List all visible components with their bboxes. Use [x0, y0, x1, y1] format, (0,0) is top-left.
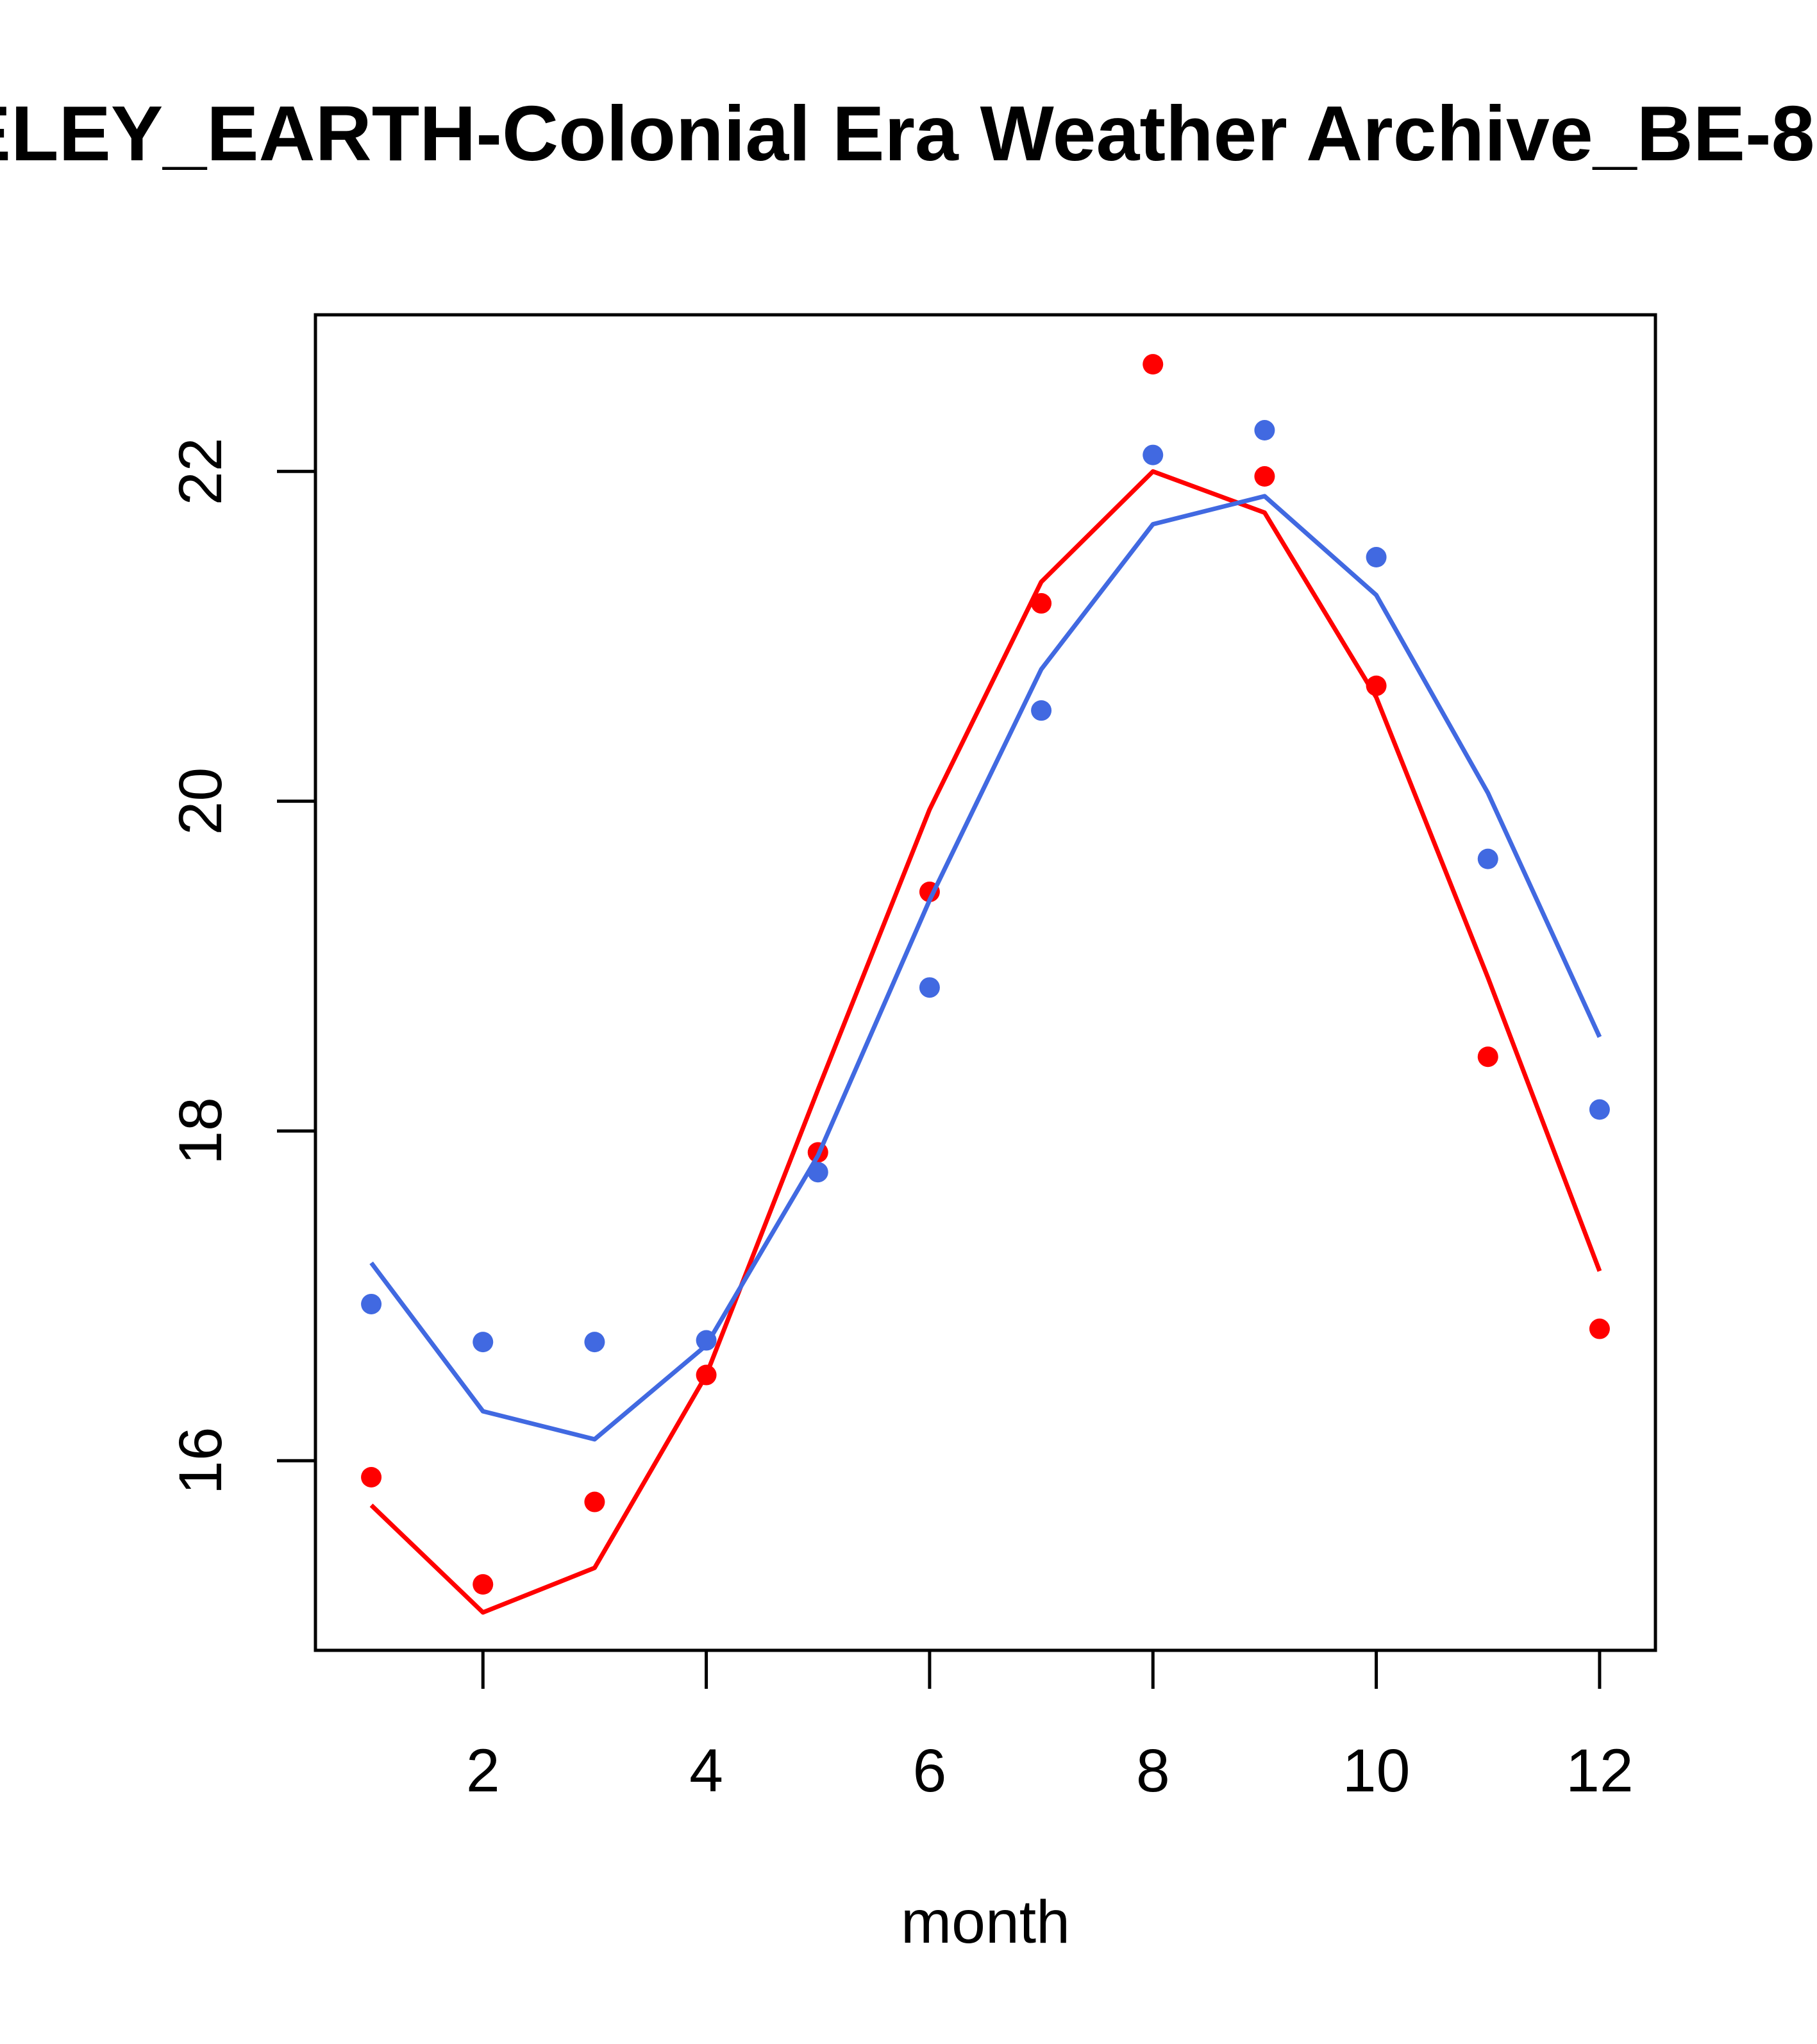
series-2-point	[1477, 848, 1498, 869]
series-2-line	[369, 494, 1602, 1442]
series-2-point	[473, 1332, 494, 1353]
y-tick-label: 22	[167, 437, 235, 505]
x-tick-label: 12	[1566, 1737, 1634, 1805]
chart-title: ELEY_EARTH-Colonial Era Weather Archive_…	[0, 90, 1817, 177]
x-tick-label: 2	[466, 1737, 500, 1805]
series-2-point	[1031, 700, 1052, 721]
x-tick-label: 6	[912, 1737, 946, 1805]
series-2-point	[1366, 547, 1387, 568]
series-1-point	[696, 1364, 717, 1386]
x-tick-label: 8	[1136, 1737, 1170, 1805]
series-2-point	[584, 1332, 605, 1353]
series-2-point	[1254, 420, 1275, 441]
series-1-line	[369, 469, 1602, 1615]
x-axis: 2 4 6 8 10 12	[466, 1648, 1634, 1805]
series-1-point	[473, 1574, 494, 1595]
series-1-point	[1254, 466, 1275, 487]
series-layer	[361, 354, 1610, 1615]
series-2-point	[696, 1330, 717, 1351]
y-tick-label: 16	[167, 1427, 235, 1495]
series-2-point	[1143, 444, 1164, 465]
series-1-point	[584, 1491, 605, 1512]
series-1-point	[1366, 675, 1387, 696]
y-axis: 16 18 20 22	[167, 437, 317, 1495]
series-2-point	[1589, 1099, 1610, 1120]
series-2-point	[361, 1293, 382, 1314]
series-1-point	[1589, 1318, 1610, 1339]
x-tick-label: 10	[1343, 1737, 1411, 1805]
y-tick-label: 18	[167, 1097, 235, 1165]
x-tick-label: 4	[689, 1737, 723, 1805]
plot-frame	[314, 313, 1657, 1652]
y-tick-label: 20	[167, 767, 235, 835]
series-1-point	[361, 1466, 382, 1487]
series-1-point	[1477, 1046, 1498, 1068]
series-1-point	[1031, 593, 1052, 614]
series-2-point	[919, 977, 940, 998]
series-1-point	[1143, 354, 1164, 375]
x-axis-label: month	[901, 1888, 1070, 1956]
series-2-point	[807, 1162, 828, 1183]
